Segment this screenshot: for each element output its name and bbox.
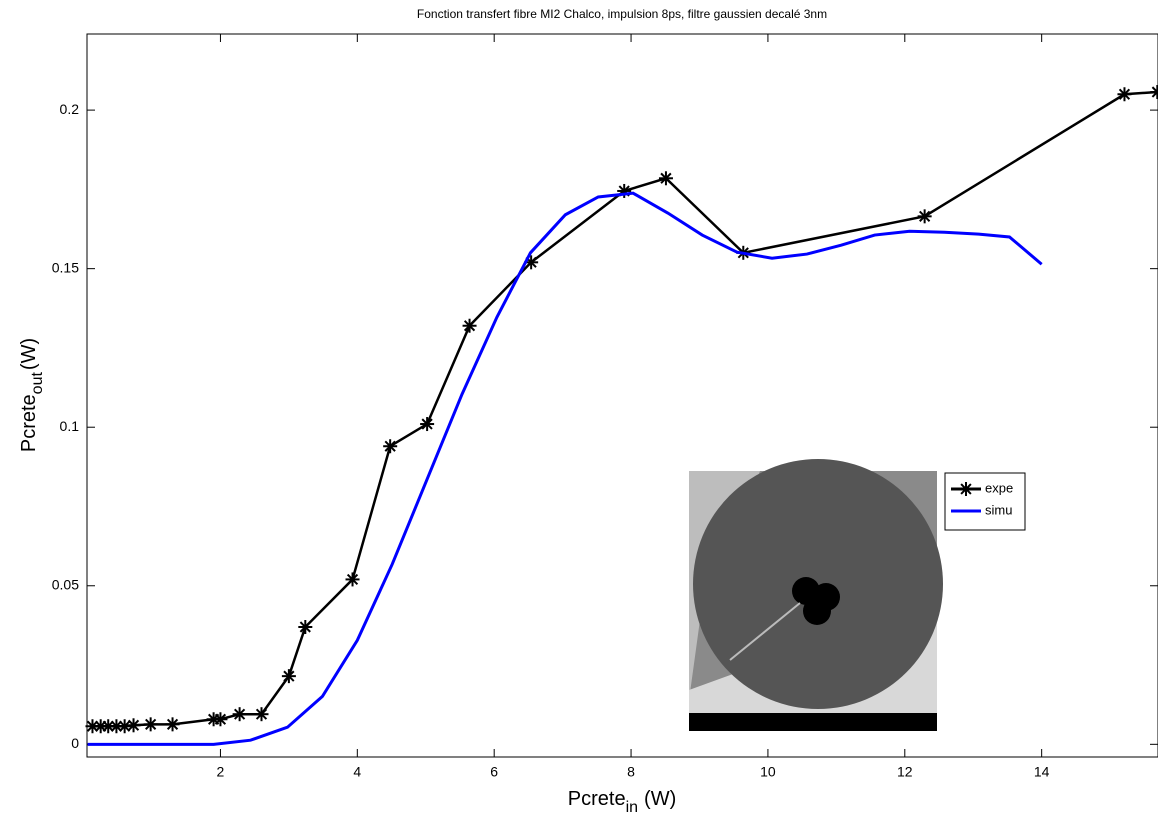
legend-label: expe [985, 480, 1013, 495]
y-tick-label: 0.15 [52, 259, 79, 275]
marker-stroke [214, 713, 227, 725]
marker-stroke [421, 418, 433, 430]
x-tick-label: 2 [217, 764, 225, 780]
x-tick-label: 6 [490, 764, 498, 780]
data-point [462, 318, 477, 333]
data-point [232, 707, 247, 722]
marker-stroke [463, 320, 476, 332]
data-point [658, 171, 673, 186]
legend-box [944, 472, 1026, 531]
x-axis-label: Pcretein (W) [568, 788, 676, 816]
plot-frame [86, 33, 1158, 758]
data-point [383, 439, 398, 454]
marker-stroke [960, 483, 972, 495]
inset-photo [689, 459, 943, 731]
y-tick-label: 0.05 [52, 576, 79, 592]
y-tick-label: 0.2 [60, 101, 80, 117]
marker-stroke [166, 718, 179, 730]
data-point [281, 669, 296, 684]
data-point [917, 209, 932, 224]
marker-stroke [525, 256, 537, 268]
marker-stroke [110, 720, 123, 732]
marker-stroke [145, 718, 157, 730]
marker-stroke [102, 720, 114, 732]
x-label-sub: in [626, 799, 638, 816]
x-label-text: Pcrete [568, 788, 626, 810]
marker-stroke [127, 719, 140, 731]
x-tick-label: 10 [760, 764, 776, 780]
marker-stroke [86, 720, 99, 732]
y-tick-label: 0.1 [60, 418, 80, 434]
marker-stroke [919, 210, 931, 222]
data-point [254, 707, 269, 722]
y-tick-label: 0 [71, 735, 79, 751]
y-axis-label: Pcreteout (W) [18, 338, 46, 452]
data-point [117, 719, 132, 734]
data-point [1150, 85, 1158, 100]
y-label-text: Pcrete [18, 394, 40, 452]
marker-stroke [1151, 89, 1158, 98]
data-point [126, 718, 141, 733]
marker-stroke [119, 720, 131, 732]
x-tick-label: 12 [897, 764, 913, 780]
data-point [213, 712, 228, 727]
chart-title: Fonction transfert fibre MI2 Chalco, imp… [417, 7, 827, 21]
x-tick-label: 14 [1034, 764, 1050, 780]
marker-stroke [283, 670, 295, 682]
data-point [420, 417, 435, 432]
marker-stroke [1118, 88, 1131, 100]
marker-stroke [255, 708, 268, 720]
x-label-unit: (W) [644, 788, 676, 810]
data-point [345, 572, 360, 587]
x-tick-label: 4 [353, 764, 361, 780]
legend-label: simu [985, 502, 1012, 517]
marker-stroke [299, 621, 311, 633]
data-point [143, 717, 158, 732]
data-point [1117, 87, 1132, 102]
marker-stroke [346, 573, 359, 586]
marker-stroke [234, 708, 246, 720]
marker-stroke [660, 172, 672, 184]
legend-marker [959, 482, 973, 496]
series-line [87, 191, 1043, 746]
data-point [165, 717, 180, 732]
x-tick-label: 8 [627, 764, 635, 780]
data-point [298, 619, 313, 634]
y-label-unit: (W) [18, 338, 40, 370]
y-label-sub: out [29, 372, 46, 395]
marker-stroke [384, 440, 396, 452]
